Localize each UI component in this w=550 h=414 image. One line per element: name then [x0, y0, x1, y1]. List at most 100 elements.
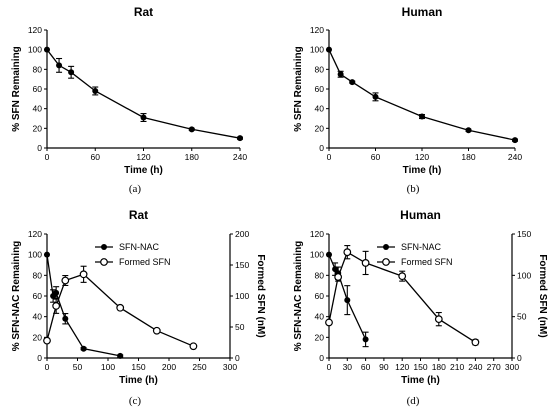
data-point: [44, 251, 50, 258]
y2-tick-label: 0: [235, 353, 240, 363]
x-tick-label: 60: [361, 362, 371, 372]
x-tick-label: 250: [192, 362, 206, 372]
x-tick-label: 120: [395, 362, 409, 372]
x-tick-label: 210: [450, 362, 464, 372]
x-tick-label: 120: [136, 152, 150, 162]
panel-caption: (d): [407, 395, 420, 407]
data-point: [512, 137, 518, 144]
series-line: [328, 49, 516, 141]
data-point: [326, 251, 332, 258]
data-point: [326, 46, 332, 53]
y-tick-label: 40: [33, 104, 43, 114]
legend-label: SFN-NAC: [401, 242, 441, 252]
panel-caption: (c): [129, 395, 142, 407]
y-tick-label: 80: [33, 64, 43, 74]
data-point: [140, 114, 147, 121]
x-tick-label: 300: [223, 362, 237, 372]
legend-marker: [382, 258, 390, 266]
data-point: [116, 303, 125, 312]
data-point: [43, 336, 51, 345]
y-tick-label: 20: [315, 123, 325, 133]
data-point: [465, 127, 472, 134]
x-tick-label: 240: [233, 152, 247, 162]
data-point: [372, 93, 379, 100]
x-tick-label: 150: [131, 362, 145, 372]
series-formed-sfn: [43, 265, 198, 351]
data-point: [62, 315, 69, 322]
y2-axis-label: Formed SFN (nM): [537, 254, 548, 337]
panel-caption: (a): [129, 183, 142, 195]
y-tick-label: 0: [319, 353, 324, 363]
series-main: [326, 46, 518, 144]
x-tick-label: 60: [371, 152, 381, 162]
data-point: [334, 273, 343, 281]
legend-marker: [383, 244, 389, 250]
series-line: [46, 49, 241, 139]
data-point: [117, 352, 124, 359]
data-point: [68, 69, 75, 76]
legend-label: Formed SFN: [401, 257, 453, 267]
y-tick-label: 120: [28, 25, 42, 35]
y-tick-label: 60: [315, 84, 325, 94]
x-tick-label: 90: [379, 362, 389, 372]
y-tick-label: 120: [310, 25, 324, 35]
y2-tick-label: 150: [235, 260, 249, 270]
data-point: [152, 326, 161, 335]
x-tick-label: 180: [461, 152, 475, 162]
y-tick-label: 0: [37, 353, 42, 363]
data-point: [92, 87, 99, 94]
legend: SFN-NAC Formed SFN: [95, 242, 171, 267]
y-tick-label: 100: [310, 45, 324, 55]
x-axis-label: Time (h): [124, 165, 163, 176]
y-axis-label: % SFN-NAC Remaining: [293, 241, 304, 352]
y2-tick-label: 100: [235, 291, 249, 301]
x-tick-label: 240: [508, 152, 522, 162]
data-point: [337, 71, 344, 78]
data-point: [362, 336, 369, 343]
data-point: [61, 276, 70, 285]
x-tick-label: 50: [73, 362, 83, 372]
panel-1: Rat 0 60 120 180 240 0 20 40 60 80 100 120 Time (h) % …: [11, 5, 247, 195]
y-tick-label: 40: [33, 312, 43, 322]
y-axis-label: % SFN Remaining: [293, 46, 304, 132]
data-point: [189, 342, 198, 351]
panel-title: Rat: [134, 5, 153, 19]
y-tick-label: 20: [33, 332, 43, 342]
x-tick-label: 150: [413, 362, 427, 372]
y-tick-label: 80: [315, 64, 325, 74]
panel-title: Rat: [129, 208, 148, 222]
y-tick-label: 100: [310, 250, 324, 260]
x-tick-label: 240: [468, 362, 482, 372]
x-tick-label: 180: [185, 152, 199, 162]
y-tick-label: 100: [28, 250, 42, 260]
y-tick-label: 120: [310, 229, 324, 239]
data-point: [79, 270, 88, 279]
x-tick-label: 300: [505, 362, 519, 372]
legend-marker: [100, 258, 108, 266]
panel-title: Human: [400, 208, 441, 222]
legend-label: SFN-NAC: [119, 242, 159, 252]
series-formed-sfn: [325, 245, 480, 347]
y-tick-label: 80: [315, 270, 325, 280]
x-tick-label: 120: [415, 152, 429, 162]
data-point: [325, 318, 333, 327]
y-tick-label: 60: [33, 291, 43, 301]
y-tick-label: 40: [315, 104, 325, 114]
data-point: [343, 248, 352, 257]
data-point: [419, 113, 425, 120]
y-tick-label: 100: [28, 45, 42, 55]
y-tick-label: 0: [319, 143, 324, 153]
data-point: [80, 345, 87, 352]
data-point: [434, 315, 443, 324]
y-tick-label: 20: [33, 123, 43, 133]
data-point: [56, 62, 63, 69]
x-tick-label: 270: [487, 362, 501, 372]
series-sfn-nac: [44, 251, 124, 359]
data-point: [398, 272, 407, 281]
data-point: [471, 338, 480, 347]
series-sfn-nac: [326, 251, 369, 348]
legend-label: Formed SFN: [119, 257, 171, 267]
